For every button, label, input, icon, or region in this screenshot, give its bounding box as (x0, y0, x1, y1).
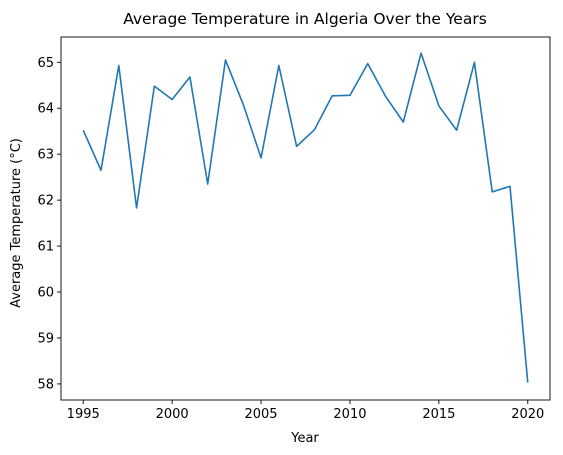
y-axis-label: Average Temperature (°C) (9, 138, 24, 308)
x-tick-label-2010: 2010 (333, 407, 366, 422)
x-tick-label-2015: 2015 (422, 407, 455, 422)
y-tick-label-61: 61 (37, 240, 54, 255)
axes-frame (60, 36, 551, 401)
y-tick-label-60: 60 (37, 286, 54, 301)
y-tick-label-64: 64 (37, 102, 54, 117)
chart-title: Average Temperature in Algeria Over the … (123, 10, 487, 28)
x-tick-label-2020: 2020 (511, 407, 544, 422)
y-tick-label-65: 65 (37, 56, 54, 71)
y-tick-label-58: 58 (37, 377, 54, 392)
y-tick-label-59: 59 (37, 331, 54, 346)
series-line-0 (82, 52, 529, 383)
x-tick-label-1995: 1995 (67, 407, 100, 422)
x-tick-label-2000: 2000 (156, 407, 189, 422)
y-tick-label-62: 62 (37, 194, 54, 209)
x-tick-label-2005: 2005 (244, 407, 277, 422)
plot-area: 1995 2000 2005 2010 2015 2020 58 59 60 61 62 63 64 65 (37, 36, 551, 422)
x-axis-label: Year (290, 431, 319, 446)
y-tick-label-63: 63 (37, 148, 54, 163)
